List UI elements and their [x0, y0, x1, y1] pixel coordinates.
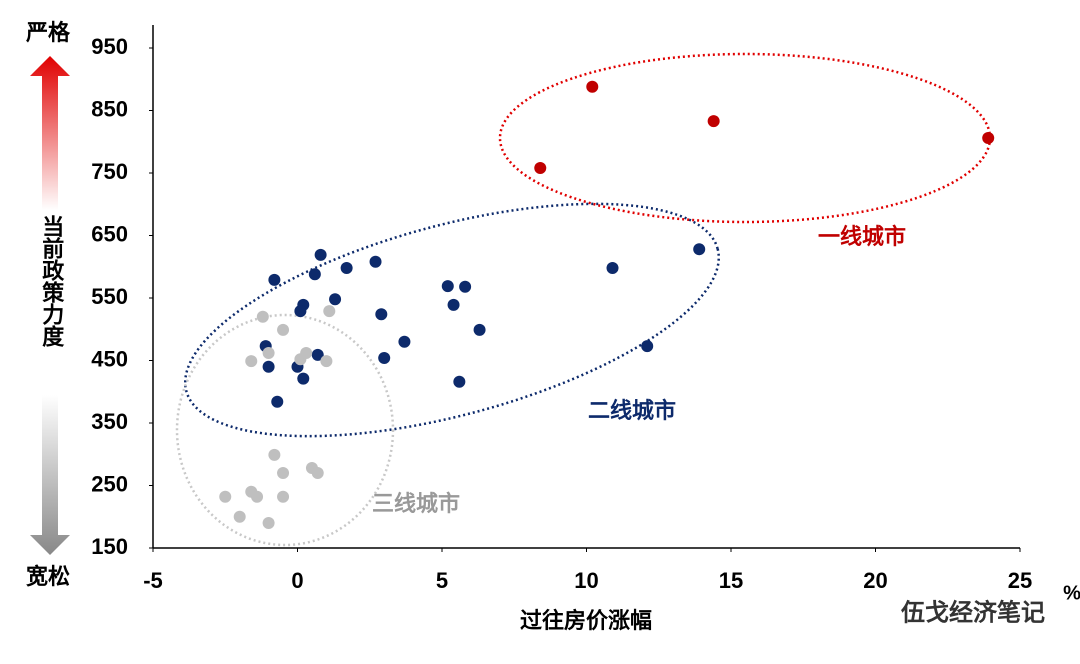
y-tick-label: 150 [91, 534, 128, 559]
point [340, 262, 353, 274]
point [311, 467, 324, 479]
y-axis-title: 当前政策力度 [39, 215, 64, 348]
point [277, 323, 290, 336]
point [245, 355, 258, 368]
point [707, 115, 720, 128]
point [329, 293, 342, 306]
point [378, 352, 391, 364]
y-tick-label: 850 [91, 96, 128, 121]
point [262, 360, 275, 373]
point [233, 510, 246, 523]
y-tick-label: 450 [91, 346, 128, 371]
up-arrow [30, 56, 70, 210]
point [369, 255, 382, 268]
point [268, 448, 281, 461]
x-tick-label: 10 [574, 568, 598, 593]
y-tick-label: 350 [91, 409, 128, 434]
group-ellipse [183, 202, 721, 438]
point [693, 243, 706, 256]
x-axis-title: 过往房价涨幅 [520, 608, 652, 633]
point [447, 298, 460, 311]
y-tick-label: 250 [91, 471, 128, 496]
y-tick-label: 650 [91, 221, 128, 246]
point [262, 517, 275, 529]
y-bottom-label: 宽松 [26, 564, 70, 589]
point [320, 355, 333, 368]
watermark: 伍戈经济笔记 [901, 598, 1045, 626]
x-tick-label: -5 [143, 568, 163, 593]
point [308, 268, 321, 281]
point [262, 347, 275, 359]
point [586, 80, 599, 93]
point [297, 372, 310, 385]
y-tick-label: 750 [91, 159, 128, 184]
series-label: 一线城市 [818, 224, 906, 249]
x-tick-label: 0 [291, 568, 303, 593]
point [314, 248, 327, 261]
group-ellipse [175, 313, 395, 547]
point [398, 335, 411, 348]
point [441, 280, 454, 293]
point [534, 162, 547, 174]
point [459, 280, 472, 293]
point [251, 490, 264, 503]
point [606, 262, 619, 274]
point [375, 308, 388, 321]
point [219, 490, 232, 503]
point [256, 310, 269, 323]
point [641, 340, 654, 353]
point [294, 305, 307, 318]
point [268, 273, 281, 286]
series-label: 二线城市 [588, 398, 676, 423]
group-ellipse [498, 52, 992, 224]
x-tick-label: 15 [719, 568, 743, 593]
point [473, 323, 486, 336]
point [277, 490, 290, 503]
y-tick-label: 550 [91, 284, 128, 309]
point [323, 305, 336, 318]
x-tick-label: 20 [863, 568, 887, 593]
y-tick-label: 950 [91, 34, 128, 59]
point [271, 395, 284, 408]
point [311, 348, 324, 361]
x-tick-label: 25 [1008, 568, 1032, 593]
point [277, 467, 290, 479]
down-arrow [30, 395, 70, 555]
point [300, 347, 313, 359]
x-tick-label: 5 [436, 568, 448, 593]
point [982, 132, 995, 144]
series-label: 三线城市 [372, 491, 460, 516]
x-unit: % [1063, 582, 1080, 604]
point [453, 375, 466, 388]
y-top-label: 严格 [26, 20, 71, 45]
